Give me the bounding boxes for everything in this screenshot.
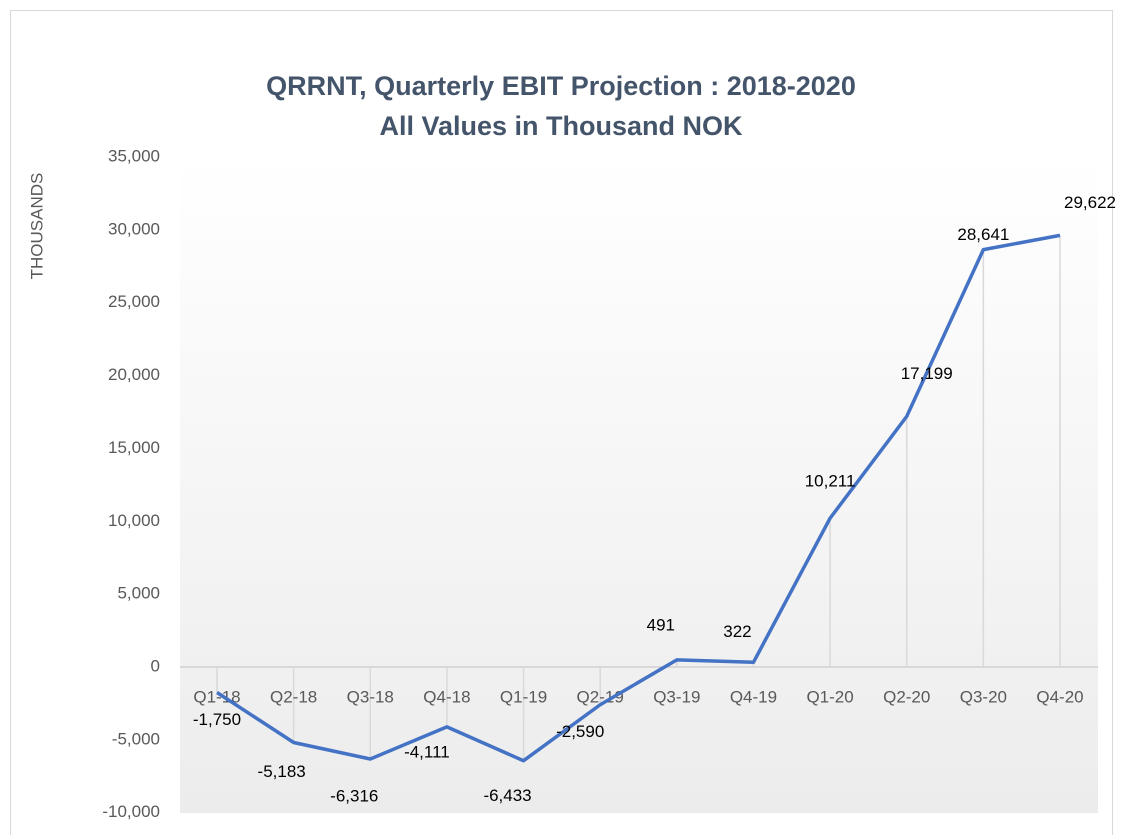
data-label: -2,590	[556, 722, 604, 741]
data-label: 17,199	[901, 364, 953, 383]
x-tick-label: Q2-20	[883, 687, 930, 706]
y-tick-label: 0	[151, 656, 160, 675]
x-tick-label: Q3-19	[653, 687, 700, 706]
chart-subtitle: All Values in Thousand NOK	[379, 111, 743, 141]
data-label: -4,111	[404, 742, 450, 761]
data-label: 28,641	[957, 225, 1009, 244]
y-tick-label: 15,000	[108, 438, 160, 457]
x-tick-label: Q3-20	[960, 687, 1007, 706]
data-label: -1,750	[193, 710, 241, 729]
line-series	[216, 233, 1061, 763]
y-tick-label: 5,000	[117, 584, 160, 603]
data-label: -6,433	[483, 786, 531, 805]
y-axis-label: THOUSANDS	[27, 173, 46, 280]
x-tick-label: Q4-18	[423, 687, 470, 706]
plot-area	[180, 157, 1098, 813]
data-label: 491	[647, 615, 675, 634]
data-label: -5,183	[258, 762, 306, 781]
y-tick-label: 10,000	[108, 511, 160, 530]
data-label: 10,211	[805, 472, 856, 491]
x-tick-label: Q3-18	[347, 687, 394, 706]
y-tick-label: 30,000	[108, 219, 160, 238]
x-tick-label: Q2-18	[270, 687, 317, 706]
x-tick-label: Q2-19	[577, 687, 624, 706]
chart-title: QRRNT, Quarterly EBIT Projection : 2018-…	[266, 71, 856, 101]
y-tick-label: 25,000	[108, 292, 160, 311]
x-tick-label: Q1-19	[500, 687, 547, 706]
data-label: 322	[723, 622, 751, 641]
y-tick-label: 20,000	[108, 365, 160, 384]
x-tick-label: Q4-19	[730, 687, 777, 706]
x-tick-label: Q4-20	[1036, 687, 1083, 706]
data-label: 29,622	[1064, 193, 1116, 212]
y-tick-label: -10,000	[102, 802, 160, 821]
y-tick-label: 35,000	[108, 146, 160, 165]
x-tick-label: Q1-20	[806, 687, 853, 706]
data-label: -6,316	[330, 787, 378, 806]
y-tick-label: -5,000	[112, 729, 160, 748]
